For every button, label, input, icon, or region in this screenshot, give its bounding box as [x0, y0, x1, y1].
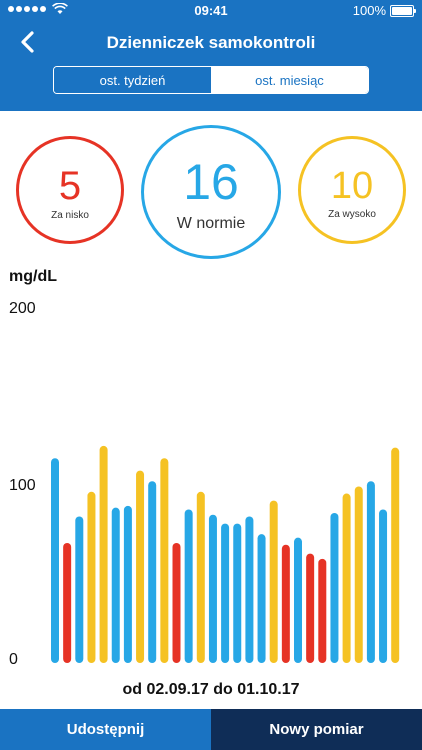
low-count: 5 [58, 163, 82, 208]
chart-bar [306, 553, 315, 663]
chart-bar [111, 507, 120, 663]
chart-bar [160, 458, 169, 663]
tab-last-week[interactable]: ost. tydzień [54, 67, 211, 93]
chart-bar [330, 512, 339, 664]
chart-bar [342, 493, 351, 663]
chart-bar [148, 481, 157, 663]
chart-bar [233, 523, 242, 664]
chart-bar [354, 486, 363, 663]
chart-bar [63, 542, 72, 663]
status-bar: 09:41 100% [0, 0, 422, 22]
chart-bar [245, 516, 254, 663]
normal-count: 16 [183, 154, 239, 210]
high-count: 10 [330, 164, 374, 207]
chart-bar [391, 447, 400, 663]
battery-percent: 100% [352, 3, 386, 18]
chart-bar [281, 544, 290, 664]
back-button[interactable] [14, 28, 42, 56]
battery-indicator: 100% [352, 3, 416, 18]
chart-bar [172, 542, 181, 663]
chart-bar [184, 509, 193, 663]
summary-high-circle: 10 Za wysoko [298, 136, 406, 244]
chart-bar [99, 445, 108, 663]
header: 09:41 100% Dzienniczek samokontroli ost.… [0, 0, 422, 111]
chart-bar [208, 514, 217, 663]
new-measurement-button[interactable]: Nowy pomiar [211, 709, 422, 750]
chart-bar [87, 491, 96, 663]
y-axis-unit: mg/dL [9, 268, 57, 285]
chart-bar [366, 481, 375, 663]
chart-bar [294, 537, 302, 663]
chart-bar [318, 558, 327, 663]
battery-icon [390, 4, 416, 17]
chart-bar [221, 523, 230, 664]
page-title: Dzienniczek samokontroli [106, 33, 316, 52]
normal-label: W normie [176, 215, 246, 232]
period-segmented-control: ost. tydzień ost. miesiąc [53, 66, 369, 94]
signal-indicator [8, 3, 68, 15]
signal-dots-icon [8, 6, 46, 12]
summary-normal-circle: 16 W normie [141, 125, 281, 259]
chart-bar [51, 458, 59, 663]
chart-bar [75, 516, 84, 663]
chart-bar [136, 470, 145, 664]
status-time: 09:41 [194, 3, 228, 18]
summary-low-circle: 5 Za nisko [16, 136, 124, 244]
share-button[interactable]: Udostępnij [0, 709, 211, 750]
chevron-left-icon [21, 31, 34, 53]
low-label: Za nisko [51, 209, 89, 221]
y-tick-100: 100 [9, 477, 36, 494]
chart-bar [123, 505, 132, 663]
y-tick-0: 0 [9, 651, 18, 668]
high-label: Za wysoko [328, 208, 376, 220]
y-tick-200: 200 [9, 300, 36, 317]
chart-bar [196, 491, 205, 663]
chart-bar [257, 534, 266, 663]
chart-bar [269, 500, 278, 663]
wifi-icon [52, 3, 68, 14]
tab-last-month[interactable]: ost. miesiąc [211, 67, 368, 93]
chart-bar [379, 509, 388, 663]
date-range: od 02.09.17 do 01.10.17 [122, 681, 300, 698]
